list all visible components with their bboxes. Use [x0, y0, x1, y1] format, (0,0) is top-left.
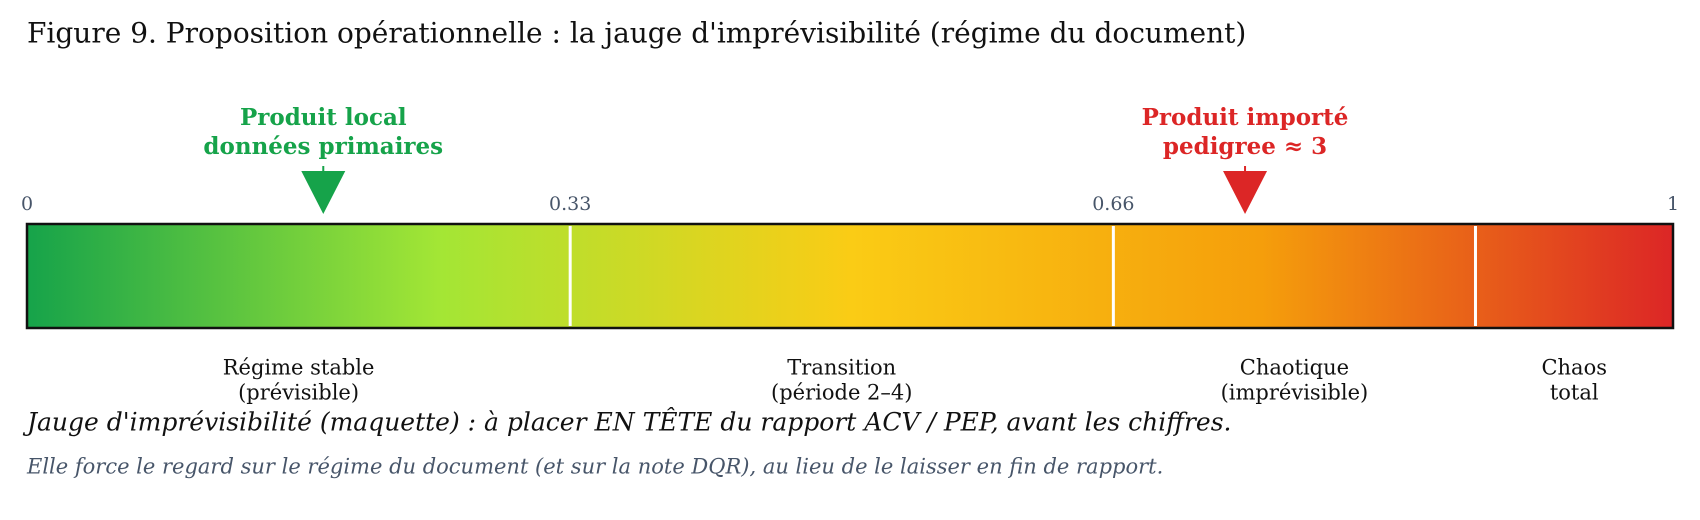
- marker: [301, 171, 346, 214]
- x-tick-label: 0.66: [1092, 193, 1134, 215]
- region-label: Chaotique: [1240, 356, 1349, 380]
- region-label: Chaos: [1541, 356, 1607, 380]
- marker-label: pedigree ≈ 3: [1163, 133, 1327, 160]
- caption: Jauge d'imprévisibilité (maquette) : à p…: [22, 408, 1231, 437]
- marker-label: Produit local: [240, 104, 407, 131]
- marker: [1223, 171, 1268, 214]
- region-label: (imprévisible): [1221, 381, 1369, 405]
- marker-label: données primaires: [203, 133, 443, 160]
- region-label: (période 2–4): [771, 381, 912, 405]
- marker-label: Produit importé: [1142, 104, 1349, 131]
- region-label: Transition: [787, 356, 896, 380]
- x-tick-label: 0.33: [549, 193, 591, 215]
- x-tick-label: 1: [1667, 193, 1679, 215]
- region-label: Régime stable: [223, 356, 375, 380]
- region-label: total: [1550, 381, 1599, 405]
- gauge-bar: [25, 222, 1675, 330]
- note: Elle force le regard sur le régime du do…: [26, 455, 1163, 479]
- chart-title: Figure 9. Proposition opérationnelle : l…: [27, 17, 1246, 50]
- region-label: (prévisible): [238, 381, 359, 405]
- x-tick-label: 0: [21, 193, 33, 215]
